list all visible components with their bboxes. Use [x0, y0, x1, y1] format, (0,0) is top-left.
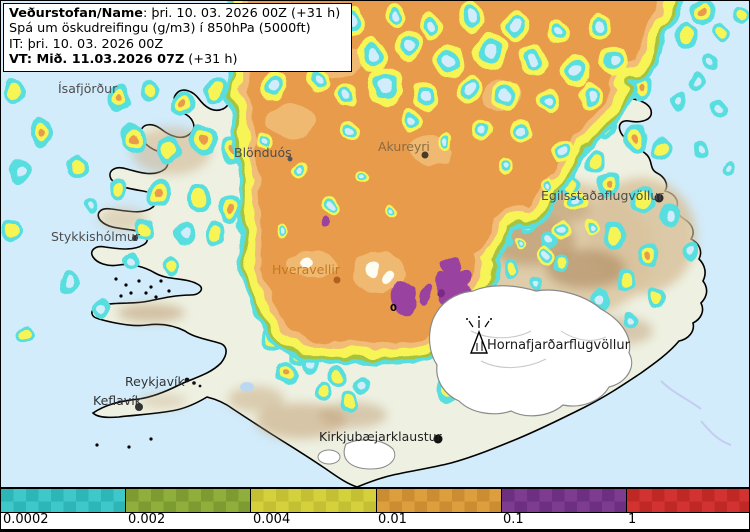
place-label-hveravellir: Hveravellir: [272, 262, 341, 277]
legend-threshold-value: 1: [628, 512, 637, 527]
concentration-legend: 0.0002 0.002 0.004 0.01 0.1 1: [1, 487, 749, 531]
place-label-keflavik: Keflavík: [93, 393, 143, 408]
place-label-akureyri: Akureyri: [378, 139, 430, 154]
forecast-valid-time-line: VT: Mið. 11.03.2026 07Z (+31 h): [9, 52, 238, 68]
place-label-isafjordur: Ísafjörður: [58, 81, 118, 96]
legend-labels: 0.0002 0.002 0.004 0.01 0.1 1: [1, 512, 749, 531]
forecast-parameter-line: Spá um öskudreifingu (g/m3) í 850hPa (50…: [9, 21, 311, 37]
forecast-valid-time: VT: Mið. 11.03.2026 07Z: [9, 52, 185, 68]
legend-swatch-0.1: [501, 489, 627, 512]
glacier-ridge: [560, 330, 607, 341]
glacier-ridge: [480, 358, 547, 369]
legend-swatch-0.01: [376, 489, 502, 512]
contour-value-label: 0: [390, 303, 397, 314]
stykkisholmur-dot: [132, 235, 138, 241]
akureyri-dot: [421, 151, 429, 159]
lake-thingvallavatn: [240, 382, 254, 392]
egilsstadir-dot: [654, 193, 664, 203]
reykjavik-dot-2: [192, 381, 196, 385]
legend-swatch-0.004: [251, 489, 377, 512]
reykjavik-dot-3: [198, 384, 202, 388]
glacier-myrdalsjokull: [343, 439, 396, 470]
eruption-volcano-icon: [466, 316, 492, 354]
legend-threshold-value: 0.004: [253, 512, 291, 527]
legend-swatch-0.0002: [1, 489, 127, 512]
ash-concentration-layer: [1, 1, 749, 410]
river: [700, 420, 732, 446]
legend-threshold-value: 0.0002: [3, 512, 49, 527]
reykjavik-dot-1: [184, 377, 190, 383]
forecast-info-box: Veðurstofan/Name: þri. 10. 03. 2026 00Z …: [3, 3, 352, 72]
legend-swatch-0.002: [126, 489, 252, 512]
iceland-ash-dispersion-map: 0 Ísafjörður Blönduós Stykkishólmur Akureyri…: [1, 1, 749, 492]
kirkjubaejarklaustur-dot: [433, 434, 443, 444]
legend-swatch-1: [626, 489, 749, 512]
legend-bar: [1, 487, 749, 513]
place-label-stykkisholmur: Stykkishólmur: [51, 229, 141, 244]
place-label-kirkjubaejarklaustur: Kirkjubæjarklaustur: [319, 429, 443, 444]
place-label-reykjavik: Reykjavík: [125, 374, 185, 389]
legend-threshold-value: 0.01: [378, 512, 407, 527]
forecast-model-name: Veðurstofan/Name: [9, 6, 143, 21]
glacier-eyjafjallajokull: [317, 449, 341, 465]
forecast-init-time-line: IT: þri. 10. 03. 2026 00Z: [9, 36, 164, 52]
place-label-blonduos: Blönduós: [234, 145, 292, 160]
place-label-egilsstadaflugvollur: Egilsstaðaflugvöllur: [541, 188, 664, 203]
forecast-model-line: Veðurstofan/Name: þri. 10. 03. 2026 00Z …: [9, 6, 341, 21]
river: [660, 380, 702, 410]
glacier-vatnajokull: [428, 285, 633, 417]
blonduos-dot: [287, 156, 293, 162]
legend-threshold-value: 0.1: [503, 512, 524, 527]
hveravellir-dot: [333, 276, 341, 284]
place-label-hornafjardarflugvollur: Hornafjarðarflugvöllur: [487, 338, 631, 353]
glacier-ridge: [470, 330, 532, 339]
legend-threshold-value: 0.002: [128, 512, 166, 527]
keflavik-dot: [135, 403, 143, 411]
islands: [95, 277, 171, 449]
